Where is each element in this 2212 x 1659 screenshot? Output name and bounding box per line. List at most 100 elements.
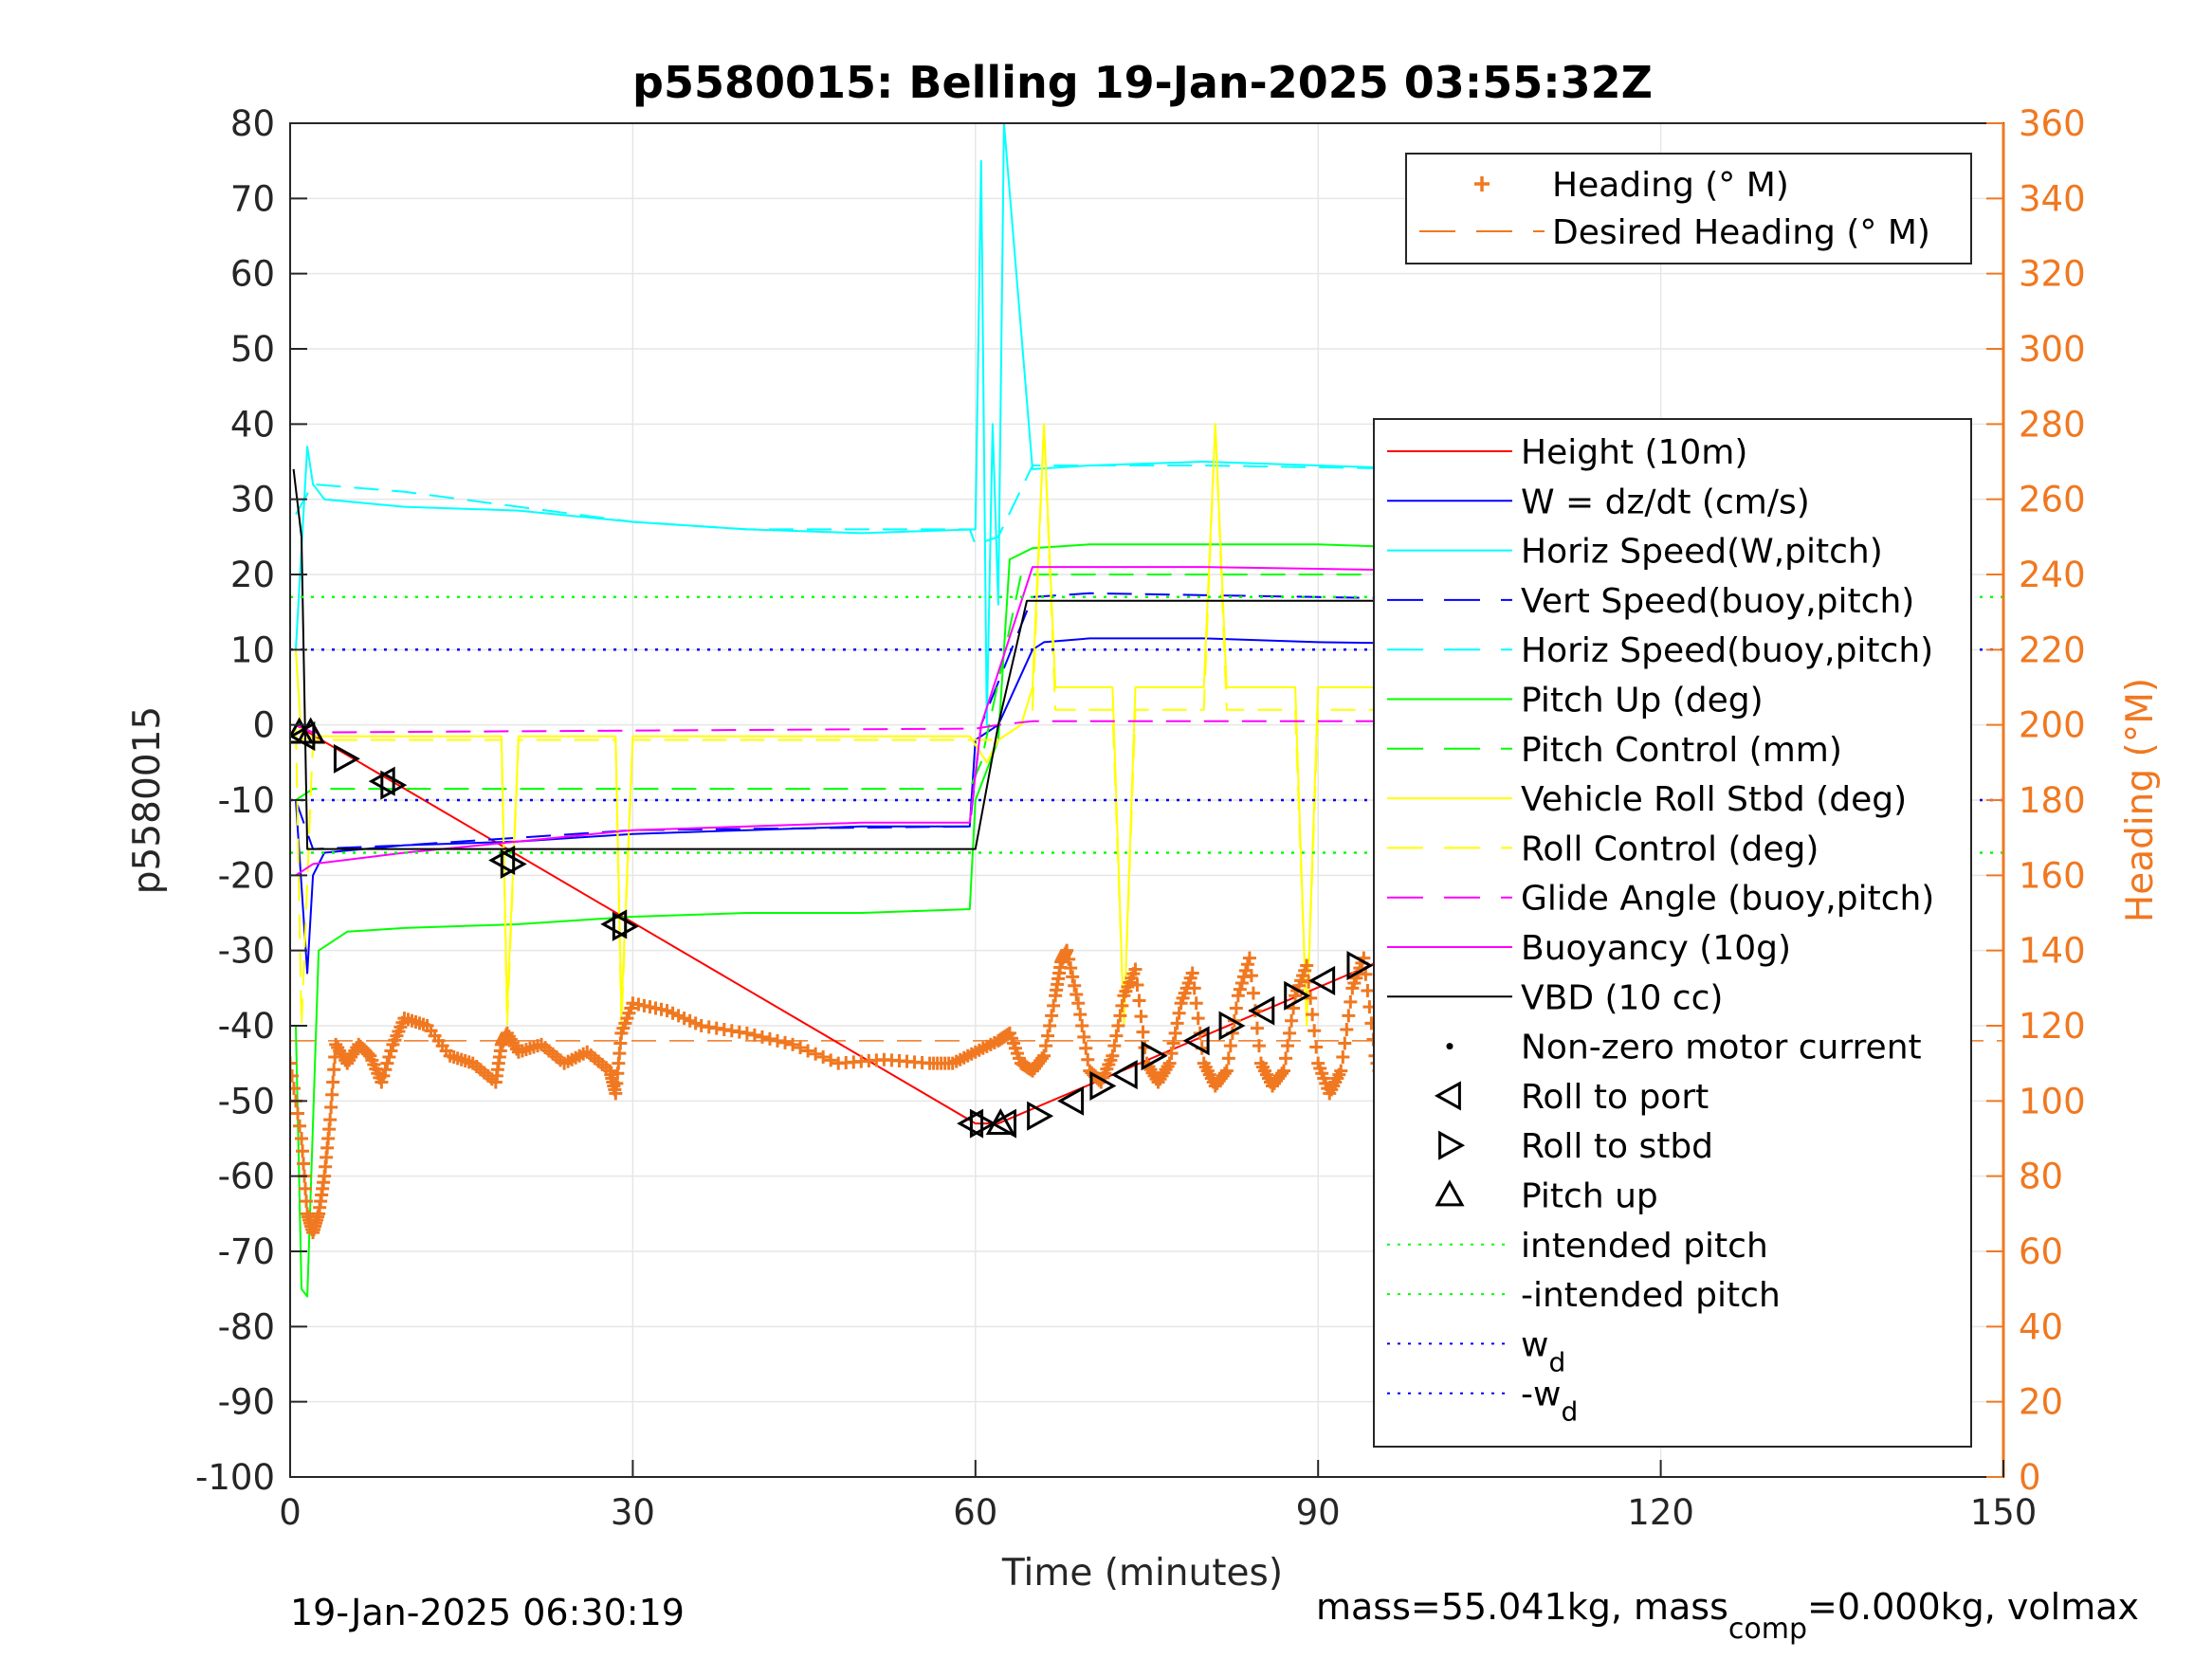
footer-mass-part2: =0.000kg, volmax (1807, 1586, 2139, 1628)
legend-entry-text: Horiz Speed(W,pitch) (1521, 533, 1883, 572)
y-tick-label: 80 (230, 103, 275, 144)
y-tick-label: 0 (252, 705, 275, 746)
y-right-tick-label: 260 (2019, 480, 2086, 520)
x-tick-label: 60 (953, 1492, 997, 1533)
heading-point (290, 1082, 302, 1096)
y-right-tick-label: 40 (2019, 1306, 2063, 1347)
y-tick-label: -60 (218, 1157, 275, 1197)
x-tick-label: 150 (1970, 1492, 2038, 1533)
heading-point (375, 1075, 389, 1089)
legend-entry-label: Non-zero motor current (1521, 1029, 1922, 1067)
series-glide-angle-buoy-pitch- (295, 720, 1924, 734)
legend-entry-text: Horiz Speed(buoy,pitch) (1521, 631, 1933, 670)
chart-title: p5580015: Belling 19-Jan-2025 03:55:32Z (632, 57, 1653, 108)
y-tick-label: 40 (230, 404, 275, 445)
y-tick-label: 70 (230, 178, 275, 219)
heading-point (1234, 976, 1249, 991)
heading-point (1064, 961, 1078, 975)
heading-point (1221, 1051, 1235, 1066)
heading-point (740, 1026, 754, 1040)
heading-point (290, 1068, 300, 1083)
legend-entry-label: Heading (° M) (1552, 166, 1789, 205)
footer-timestamp: 19-Jan-2025 06:30:19 (290, 1592, 685, 1633)
heading-point (762, 1031, 777, 1046)
y-right-tick-label: 200 (2019, 705, 2086, 746)
heading-point (384, 1044, 398, 1058)
legend-entry-text: VBD (10 cc) (1521, 978, 1723, 1017)
heading-point (1130, 978, 1144, 993)
heading-point (327, 1063, 341, 1077)
legend-entry-text: Non-zero motor current (1521, 1029, 1922, 1067)
y-tick-label: -70 (218, 1231, 275, 1272)
marker-tri-right (969, 1108, 996, 1139)
marker-tri-right (380, 770, 408, 800)
marker-tri-left (1308, 965, 1336, 995)
y-right-tick-label: 160 (2019, 855, 2086, 896)
legend-entry-label: -wd (1521, 1376, 1578, 1428)
marker-tri-right (1346, 950, 1374, 981)
marker-tri-left (290, 721, 316, 752)
marker-tri-left (990, 1108, 1017, 1139)
heading-point (1168, 1026, 1182, 1040)
heading-point (809, 1047, 823, 1061)
legend-entry-text: Roll to stbd (1521, 1127, 1713, 1166)
legend-entry-text: Roll to port (1521, 1078, 1709, 1117)
heading-point (1223, 1039, 1237, 1053)
y-right-tick-label: 180 (2019, 780, 2086, 821)
y-right-tick-label: 240 (2019, 555, 2086, 595)
heading-point (1252, 1039, 1266, 1053)
heading-point (755, 1030, 769, 1044)
heading-point (794, 1041, 808, 1055)
legend-entry-text: intended pitch (1521, 1227, 1768, 1266)
heading-point (1242, 951, 1256, 965)
legend-entry-label: -intended pitch (1521, 1276, 1781, 1315)
y-right-tick-label: 360 (2019, 103, 2086, 144)
heading-point (1113, 1009, 1127, 1023)
legend-entry-label: W = dz/dt (cm/s) (1521, 483, 1810, 521)
y-right-tick-label: 20 (2019, 1382, 2063, 1423)
legend-entry-label: Pitch Up (deg) (1521, 682, 1764, 720)
y-tick-label: -90 (218, 1382, 275, 1423)
heading-point (324, 1100, 338, 1114)
marker-tri-right (1089, 1070, 1117, 1102)
y-right-tick-label: 80 (2019, 1157, 2063, 1197)
marker-tri-right (1141, 1041, 1168, 1071)
heading-point (1359, 967, 1373, 981)
heading-point (1077, 1030, 1091, 1044)
x-axis-label: Time (minutes) (1001, 1552, 1283, 1595)
y-axis-left: -100-90-80-70-60-50-40-30-20-10010203040… (195, 103, 307, 1498)
marker-tri-left (1110, 1060, 1138, 1090)
footer-mass-sub: comp (1728, 1613, 1807, 1646)
y-right-tick-label: 300 (2019, 329, 2086, 370)
y-right-tick-label: 140 (2019, 931, 2086, 972)
y-right-tick-label: 120 (2019, 1006, 2086, 1047)
marker-tri-left (1057, 1085, 1085, 1116)
heading-point (1231, 989, 1245, 1003)
heading-point (1081, 1052, 1095, 1066)
x-tick-label: 120 (1627, 1492, 1694, 1533)
heading-point (786, 1037, 800, 1051)
heading-point (1073, 1008, 1088, 1022)
heading-point (1229, 1001, 1243, 1015)
heading-point (300, 1194, 314, 1209)
legend-entry-label: Vert Speed(buoy,pitch) (1521, 582, 1914, 621)
heading-point (380, 1056, 394, 1070)
legend-entry-label: Pitch up (1521, 1177, 1658, 1216)
y-tick-label: 30 (230, 480, 275, 520)
y-tick-label: -50 (218, 1081, 275, 1121)
legend-entry-text: Heading (° M) (1552, 166, 1789, 205)
heading-point (1164, 1047, 1179, 1061)
heading-point (1039, 1039, 1053, 1053)
legend-symbol (1474, 176, 1490, 191)
heading-point (1111, 1019, 1125, 1032)
heading-point (1166, 1036, 1180, 1050)
marker-tri-right (612, 911, 639, 941)
legend-entry-label: VBD (10 cc) (1521, 978, 1723, 1017)
legend-entry-label: wd (1521, 1325, 1565, 1377)
heading-point (1071, 996, 1086, 1011)
heading-point (297, 1157, 311, 1171)
y-right-tick-label: 0 (2019, 1457, 2041, 1498)
heading-point (296, 1144, 310, 1158)
y-axis-label-right: Heading (°M) (2119, 678, 2162, 922)
